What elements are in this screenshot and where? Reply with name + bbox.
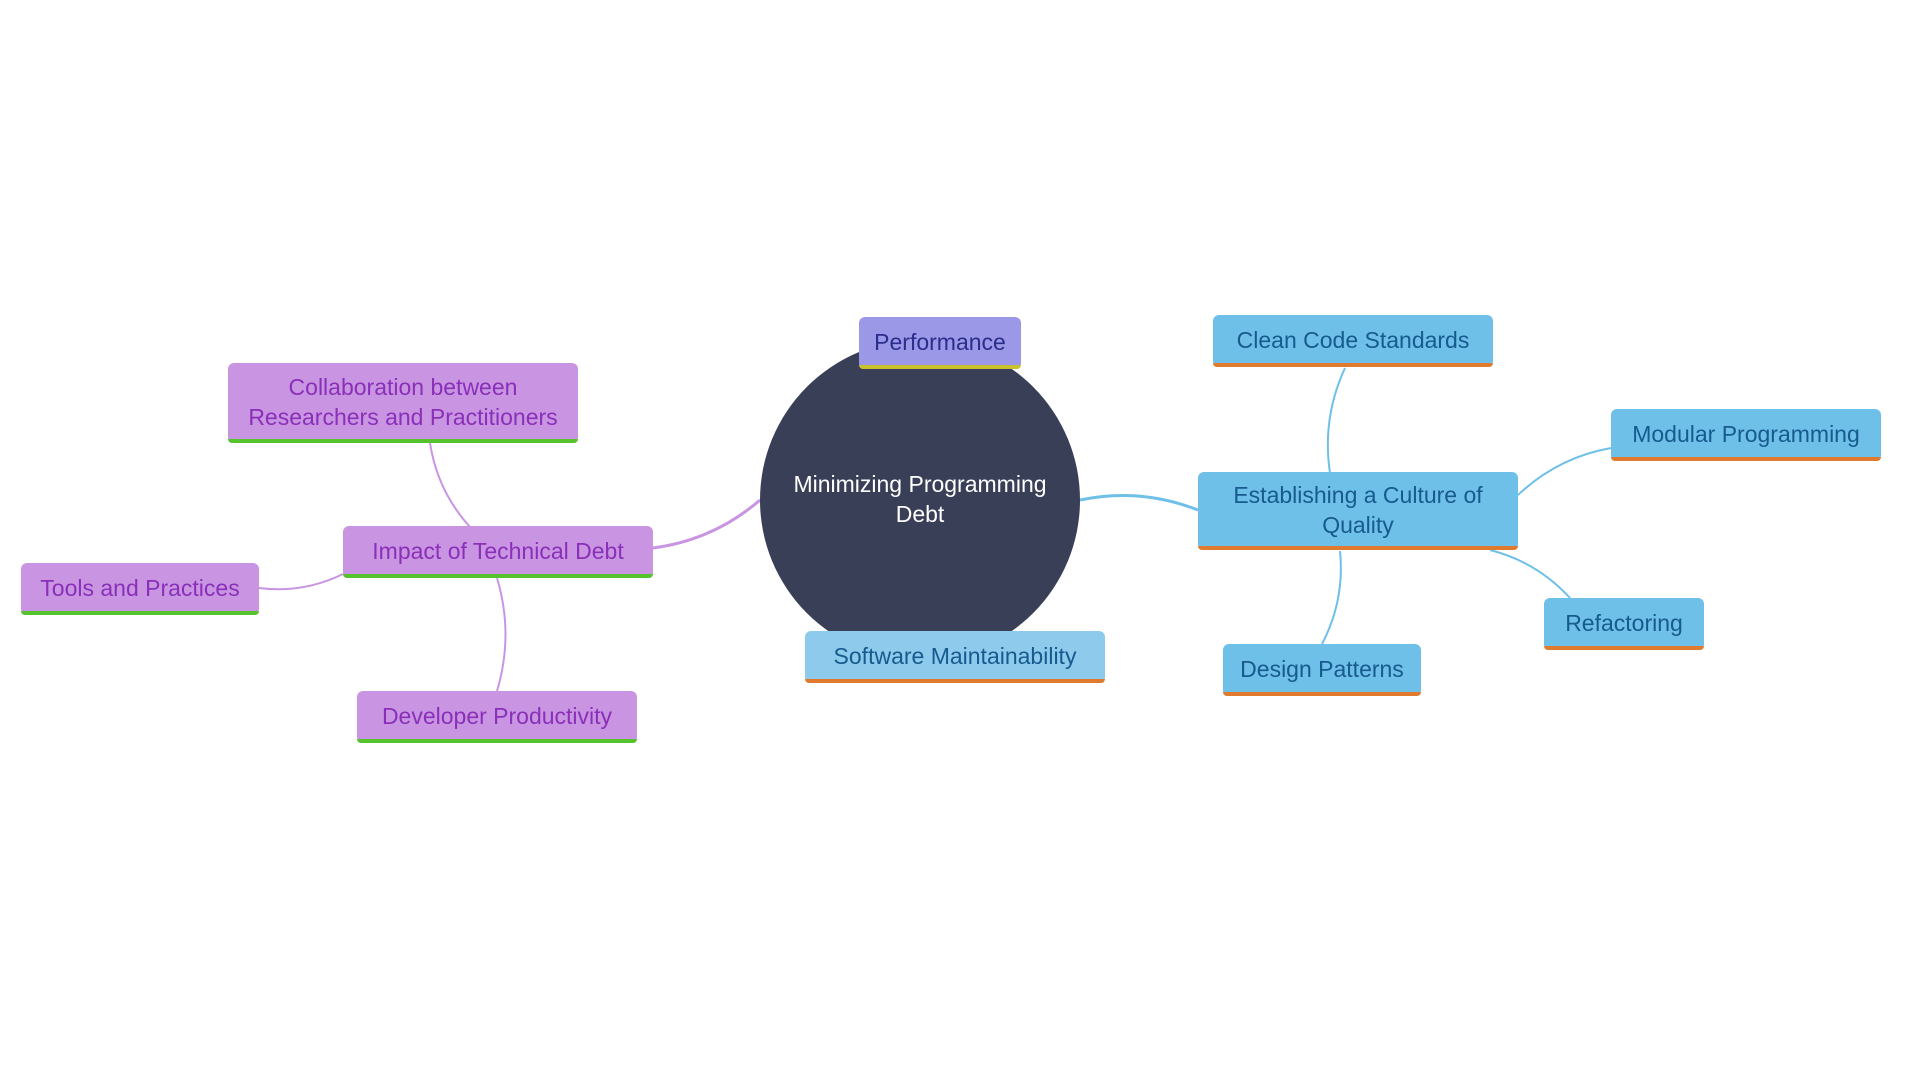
node-label: Performance — [874, 328, 1006, 358]
node-collab: Collaboration between Researchers and Pr… — [228, 363, 578, 443]
node-patterns: Design Patterns — [1223, 644, 1421, 696]
node-label: Design Patterns — [1240, 655, 1404, 685]
node-label: Modular Programming — [1632, 420, 1860, 450]
node-maintainability: Software Maintainability — [805, 631, 1105, 683]
node-label: Refactoring — [1565, 609, 1683, 639]
node-label: Impact of Technical Debt — [372, 537, 623, 567]
center-node: Minimizing Programming Debt — [760, 340, 1080, 660]
node-label: Tools and Practices — [40, 574, 239, 604]
node-label: Clean Code Standards — [1237, 326, 1470, 356]
node-tools: Tools and Practices — [21, 563, 259, 615]
node-label: Developer Productivity — [382, 702, 612, 732]
node-impact: Impact of Technical Debt — [343, 526, 653, 578]
center-label: Minimizing Programming Debt — [775, 470, 1065, 530]
node-cleancode: Clean Code Standards — [1213, 315, 1493, 367]
node-label: Establishing a Culture of Quality — [1206, 481, 1510, 541]
node-label: Software Maintainability — [834, 642, 1077, 672]
node-quality: Establishing a Culture of Quality — [1198, 472, 1518, 550]
node-productivity: Developer Productivity — [357, 691, 637, 743]
node-performance: Performance — [859, 317, 1021, 369]
node-label: Collaboration between Researchers and Pr… — [236, 373, 570, 433]
mindmap-canvas: Minimizing Programming Debt Performance So… — [0, 0, 1920, 1080]
node-refactoring: Refactoring — [1544, 598, 1704, 650]
node-modular: Modular Programming — [1611, 409, 1881, 461]
